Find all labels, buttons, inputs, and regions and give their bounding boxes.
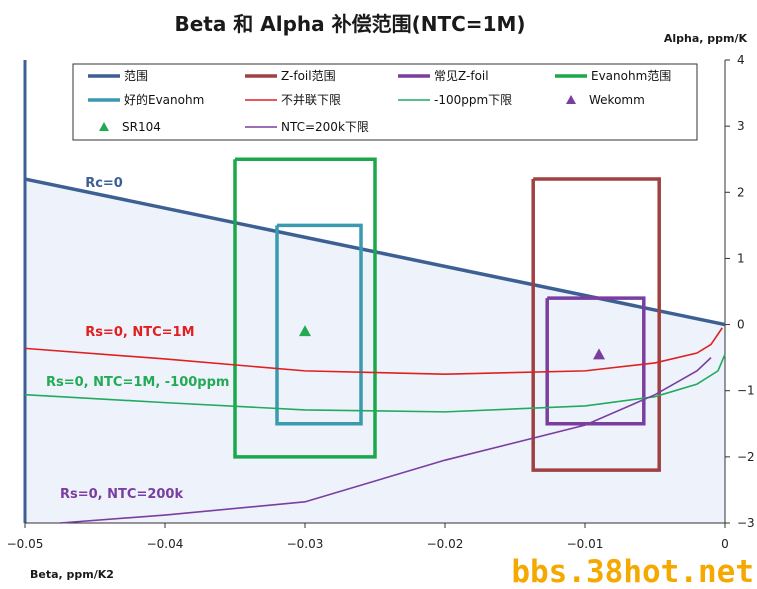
- line-series-ntc-200k-: [59, 357, 712, 524]
- x-tick-label: −0.03: [287, 537, 324, 551]
- line-series--z-foil: [545, 296, 646, 426]
- line-series--: [24, 327, 723, 375]
- x-tick-label: −0.05: [7, 537, 44, 551]
- x-tick-label: −0.01: [567, 537, 604, 551]
- y-tick-label: −3: [737, 516, 755, 530]
- y-tick-label: 2: [737, 185, 745, 199]
- marker-series-wekomm: [593, 348, 605, 360]
- x-tick-label: 0: [721, 537, 729, 551]
- y-tick-label: 4: [737, 53, 745, 67]
- marker-series-sr104: [299, 325, 311, 337]
- chart-title: Beta 和 Alpha 补偿范围(NTC=1M): [174, 12, 525, 36]
- line-series-z-foil-: [531, 177, 661, 472]
- legend-label: Z-foil范围: [281, 69, 336, 83]
- y-tick-label: 3: [737, 119, 745, 133]
- legend-label: 不并联下限: [281, 93, 341, 107]
- y-tick-label: 0: [737, 318, 745, 332]
- y-tick-label: −1: [737, 384, 755, 398]
- legend-box: [72, 63, 698, 141]
- line-series-evanohm-: [233, 157, 377, 459]
- x-tick-label: −0.02: [427, 537, 464, 551]
- legend-swatch: [99, 122, 109, 131]
- line-series--evanohm: [275, 223, 363, 426]
- legend-label: -100ppm下限: [434, 93, 512, 107]
- legend-label: SR104: [122, 120, 161, 134]
- x-axis-title: Beta, ppm/K2: [30, 568, 114, 581]
- y-tick-label: 1: [737, 251, 745, 265]
- annotation-label: Rc=0: [85, 176, 123, 191]
- annotation-label: Rs=0, NTC=1M: [85, 325, 194, 340]
- legend-label: Wekomm: [589, 93, 645, 107]
- line-series--100ppm-: [24, 354, 726, 413]
- legend-label: 好的Evanohm: [124, 92, 204, 107]
- legend-label: Evanohm范围: [591, 69, 671, 83]
- annotation-label: Rs=0, NTC=200k: [60, 487, 183, 502]
- legend-label: 范围: [124, 69, 148, 83]
- legend-swatch: [566, 95, 576, 104]
- watermark: bbs.38hot.net: [511, 554, 754, 589]
- annotation-label: Rs=0, NTC=1M, -100ppm: [46, 375, 229, 390]
- legend-label: 常见Z-foil: [434, 69, 489, 83]
- legend-label: NTC=200k下限: [281, 120, 369, 134]
- plot-area: 4 3 2 1 0 −1 −2 −3 −0.05 −0.04 −0.03 −0.02 −0.01 0 Rc=…: [7, 53, 755, 551]
- y-axis-title: Alpha, ppm/K: [664, 32, 748, 45]
- y-tick-label: −2: [737, 450, 755, 464]
- x-tick-label: −0.04: [147, 537, 184, 551]
